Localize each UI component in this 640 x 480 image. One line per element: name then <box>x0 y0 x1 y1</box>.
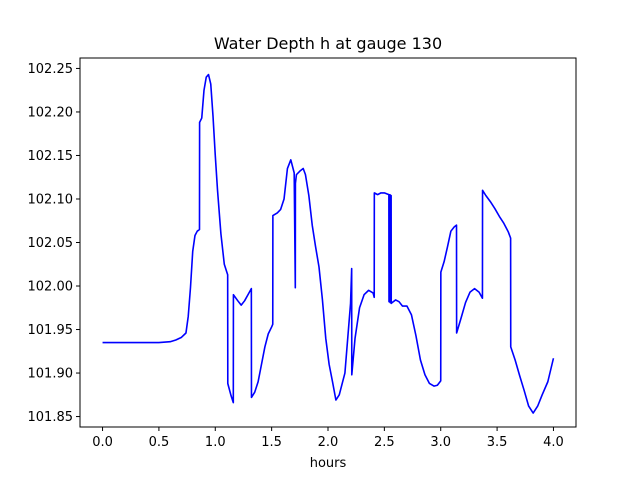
x-tick-label: 4.0 <box>543 435 564 450</box>
x-tick-label: 1.5 <box>261 435 282 450</box>
x-tick-label: 2.5 <box>374 435 395 450</box>
y-tick-label: 101.90 <box>28 367 74 382</box>
y-tick-label: 102.15 <box>28 149 74 164</box>
x-tick-label: 3.0 <box>430 435 451 450</box>
x-axis-label: hours <box>310 456 347 471</box>
chart-title: Water Depth h at gauge 130 <box>214 34 442 53</box>
x-tick-label: 2.0 <box>318 435 339 450</box>
y-tick-label: 102.00 <box>28 280 74 295</box>
plot-data-layer <box>102 73 555 414</box>
plot-area-frame <box>79 57 577 428</box>
y-tick-label: 102.10 <box>28 192 74 207</box>
x-tick-label: 1.0 <box>205 435 226 450</box>
x-tick-label: 0.5 <box>149 435 170 450</box>
y-axis-ticks: 101.85 101.90 101.95 102.00 102.05 102.10 102.… <box>28 62 80 425</box>
y-tick-label: 102.05 <box>28 236 74 251</box>
x-axis-ticks: 0.0 0.5 1.0 1.5 2.0 2.5 3.0 3.5 4.0 <box>92 427 564 450</box>
y-tick-label: 102.25 <box>28 62 74 77</box>
y-tick-label: 101.95 <box>28 323 74 338</box>
series-line-0 <box>102 73 555 414</box>
x-tick-label: 3.5 <box>487 435 508 450</box>
y-tick-label: 101.85 <box>28 410 74 425</box>
x-tick-label: 0.0 <box>92 435 113 450</box>
y-tick-label: 102.20 <box>28 105 74 120</box>
